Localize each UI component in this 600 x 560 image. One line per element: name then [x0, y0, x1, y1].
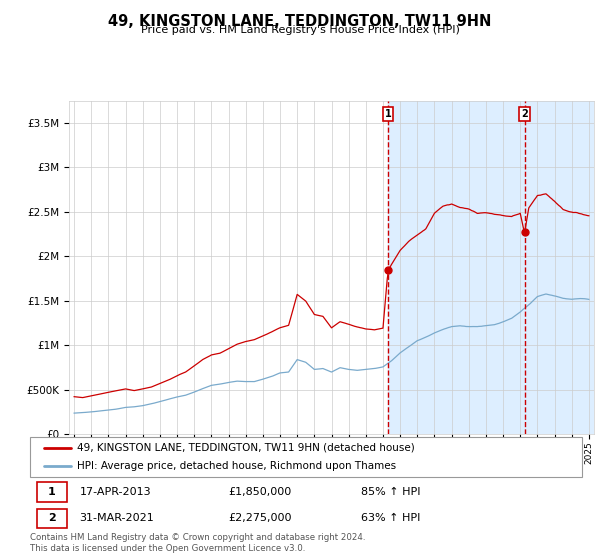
Text: 2: 2 [48, 514, 56, 524]
Text: 63% ↑ HPI: 63% ↑ HPI [361, 514, 421, 524]
Text: Price paid vs. HM Land Registry's House Price Index (HPI): Price paid vs. HM Land Registry's House … [140, 25, 460, 35]
Text: £2,275,000: £2,275,000 [229, 514, 292, 524]
Text: Contains HM Land Registry data © Crown copyright and database right 2024.
This d: Contains HM Land Registry data © Crown c… [30, 533, 365, 553]
Text: 2: 2 [521, 109, 528, 119]
Text: 1: 1 [48, 487, 56, 497]
Text: £1,850,000: £1,850,000 [229, 487, 292, 497]
Text: HPI: Average price, detached house, Richmond upon Thames: HPI: Average price, detached house, Rich… [77, 461, 396, 471]
Bar [388, 101, 594, 434]
Text: 17-APR-2013: 17-APR-2013 [80, 487, 151, 497]
FancyBboxPatch shape [30, 437, 582, 477]
Text: 49, KINGSTON LANE, TEDDINGTON, TW11 9HN (detached house): 49, KINGSTON LANE, TEDDINGTON, TW11 9HN … [77, 443, 415, 452]
FancyBboxPatch shape [37, 482, 67, 502]
FancyBboxPatch shape [37, 508, 67, 528]
Text: 1: 1 [385, 109, 391, 119]
Text: 49, KINGSTON LANE, TEDDINGTON, TW11 9HN: 49, KINGSTON LANE, TEDDINGTON, TW11 9HN [109, 14, 491, 29]
Text: 85% ↑ HPI: 85% ↑ HPI [361, 487, 421, 497]
Text: 31-MAR-2021: 31-MAR-2021 [80, 514, 154, 524]
